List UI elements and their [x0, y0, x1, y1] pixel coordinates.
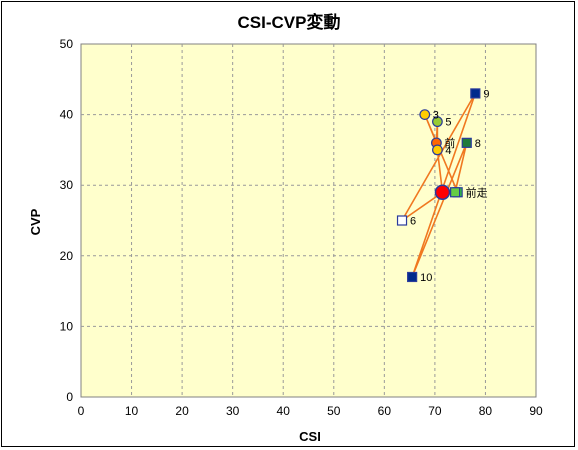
- point-label: 4: [445, 145, 451, 157]
- y-tick-label: 10: [60, 319, 74, 333]
- y-tick-label: 30: [60, 178, 74, 192]
- y-tick-labels: 0 10 20 30 40 50: [60, 37, 74, 404]
- x-tick-label: 60: [378, 404, 392, 418]
- data-point: [396, 215, 408, 226]
- data-points: [396, 88, 481, 283]
- x-tick-label: 0: [78, 404, 85, 418]
- y-tick-label: 20: [60, 249, 74, 263]
- x-axis-label: CSI: [299, 429, 321, 444]
- x-tick-label: 90: [529, 404, 543, 418]
- data-point-current: [434, 184, 451, 201]
- y-tick-label: 50: [60, 37, 74, 51]
- y-tick-label: 40: [60, 108, 74, 122]
- chart-title: CSI-CVP変動: [238, 12, 341, 32]
- data-point: [407, 271, 418, 283]
- point-label: 8: [475, 138, 481, 150]
- x-tick-label: 30: [226, 404, 240, 418]
- point-label: 前: [444, 136, 455, 150]
- point-label: 3: [433, 110, 439, 122]
- x-tick-label: 20: [175, 404, 189, 418]
- x-tick-label: 50: [327, 404, 341, 418]
- data-point: [450, 187, 461, 198]
- x-tick-label: 70: [428, 404, 442, 418]
- x-tick-label: 80: [479, 404, 493, 418]
- x-tick-label: 40: [277, 404, 291, 418]
- point-label: 前走: [466, 185, 488, 199]
- x-tick-labels: 0 10 20 30 40 50 60 70 80 90: [78, 404, 543, 418]
- point-label: 6: [410, 216, 416, 228]
- point-labels: 前走 3 前 5 4 6 9 10 8: [410, 88, 489, 284]
- y-axis-label: CVP: [28, 208, 43, 235]
- data-point: [432, 116, 443, 128]
- plot-area: [80, 43, 537, 398]
- y-tick-label: 0: [66, 390, 73, 404]
- data-point: [419, 109, 431, 120]
- point-label: 10: [420, 272, 432, 284]
- data-point: [432, 144, 443, 156]
- point-label: 5: [445, 117, 451, 129]
- data-point: [470, 88, 481, 99]
- point-label: 9: [483, 88, 489, 100]
- x-tick-label: 10: [125, 404, 139, 418]
- data-point: [461, 137, 472, 148]
